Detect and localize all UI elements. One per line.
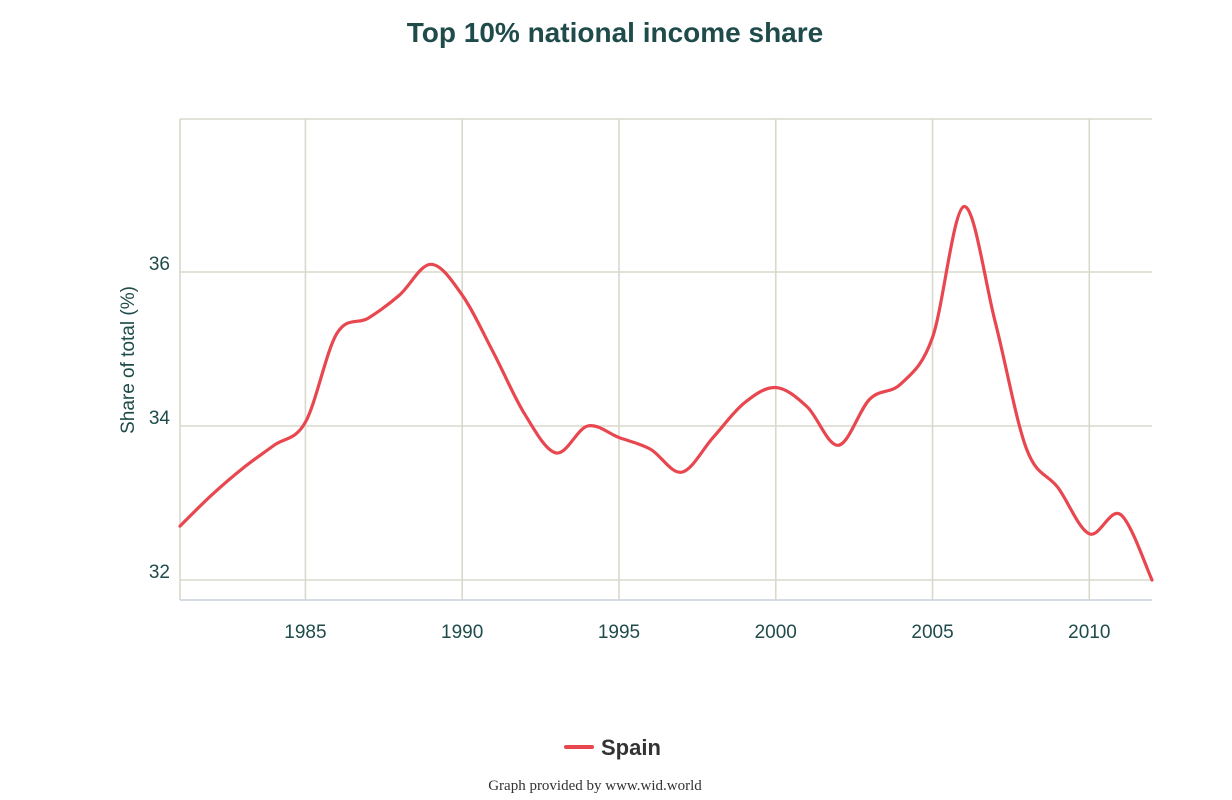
y-tick-label-36: 36 — [149, 254, 170, 275]
data-point-1983[interactable] — [239, 464, 247, 472]
y-tick-label-32: 32 — [149, 562, 170, 583]
data-point-2007[interactable] — [991, 318, 999, 326]
data-point-2003[interactable] — [866, 395, 874, 403]
data-point-1985[interactable] — [301, 418, 309, 426]
data-point-2010[interactable] — [1085, 530, 1093, 538]
data-point-1986[interactable] — [333, 330, 341, 338]
y-axis-label: Share of total (%) — [118, 286, 139, 434]
x-tick-label-2005: 2005 — [911, 622, 953, 643]
data-point-2012[interactable] — [1148, 576, 1156, 584]
x-tick-label-2010: 2010 — [1068, 622, 1110, 643]
data-point-1992[interactable] — [521, 410, 529, 418]
data-point-2005[interactable] — [929, 333, 937, 341]
data-point-1989[interactable] — [427, 260, 435, 268]
data-point-2000[interactable] — [772, 384, 780, 392]
credit-text[interactable]: Graph provided by www.wid.world — [488, 778, 702, 794]
x-tick-label-1990: 1990 — [441, 622, 483, 643]
chart-title: Top 10% national income share — [407, 17, 823, 48]
y-tick-labels: 32 34 36 — [149, 254, 171, 583]
x-tick-label-1995: 1995 — [598, 622, 640, 643]
x-tick-label-1985: 1985 — [284, 622, 326, 643]
data-point-2008[interactable] — [1023, 445, 1031, 453]
data-point-1993[interactable] — [552, 449, 560, 457]
data-point-1996[interactable] — [646, 445, 654, 453]
data-point-2009[interactable] — [1054, 484, 1062, 492]
data-point-1987[interactable] — [364, 314, 372, 322]
data-point-2002[interactable] — [834, 441, 842, 449]
series-layer — [176, 203, 1156, 584]
data-point-1990[interactable] — [458, 291, 466, 299]
x-tick-labels: 1985 1990 1995 2000 2005 2010 — [284, 622, 1110, 643]
data-point-1994[interactable] — [584, 422, 592, 430]
data-point-1997[interactable] — [678, 468, 686, 476]
data-point-1991[interactable] — [490, 349, 498, 357]
grid-lines — [180, 118, 1152, 600]
legend[interactable]: Spain — [564, 735, 661, 760]
data-point-1982[interactable] — [207, 491, 215, 499]
data-point-2004[interactable] — [897, 380, 905, 388]
data-point-1998[interactable] — [709, 434, 717, 442]
y-tick-label-34: 34 — [149, 408, 171, 429]
x-tick-label-2000: 2000 — [755, 622, 797, 643]
data-point-1999[interactable] — [740, 399, 748, 407]
data-point-2006[interactable] — [960, 203, 968, 211]
data-point-2001[interactable] — [803, 403, 811, 411]
data-point-1988[interactable] — [395, 291, 403, 299]
series-line-spain[interactable] — [178, 204, 1154, 582]
data-point-1995[interactable] — [615, 434, 623, 442]
data-point-1984[interactable] — [270, 441, 278, 449]
legend-label-spain[interactable]: Spain — [601, 735, 661, 760]
data-point-2011[interactable] — [1117, 511, 1125, 519]
data-point-1981[interactable] — [176, 522, 184, 530]
